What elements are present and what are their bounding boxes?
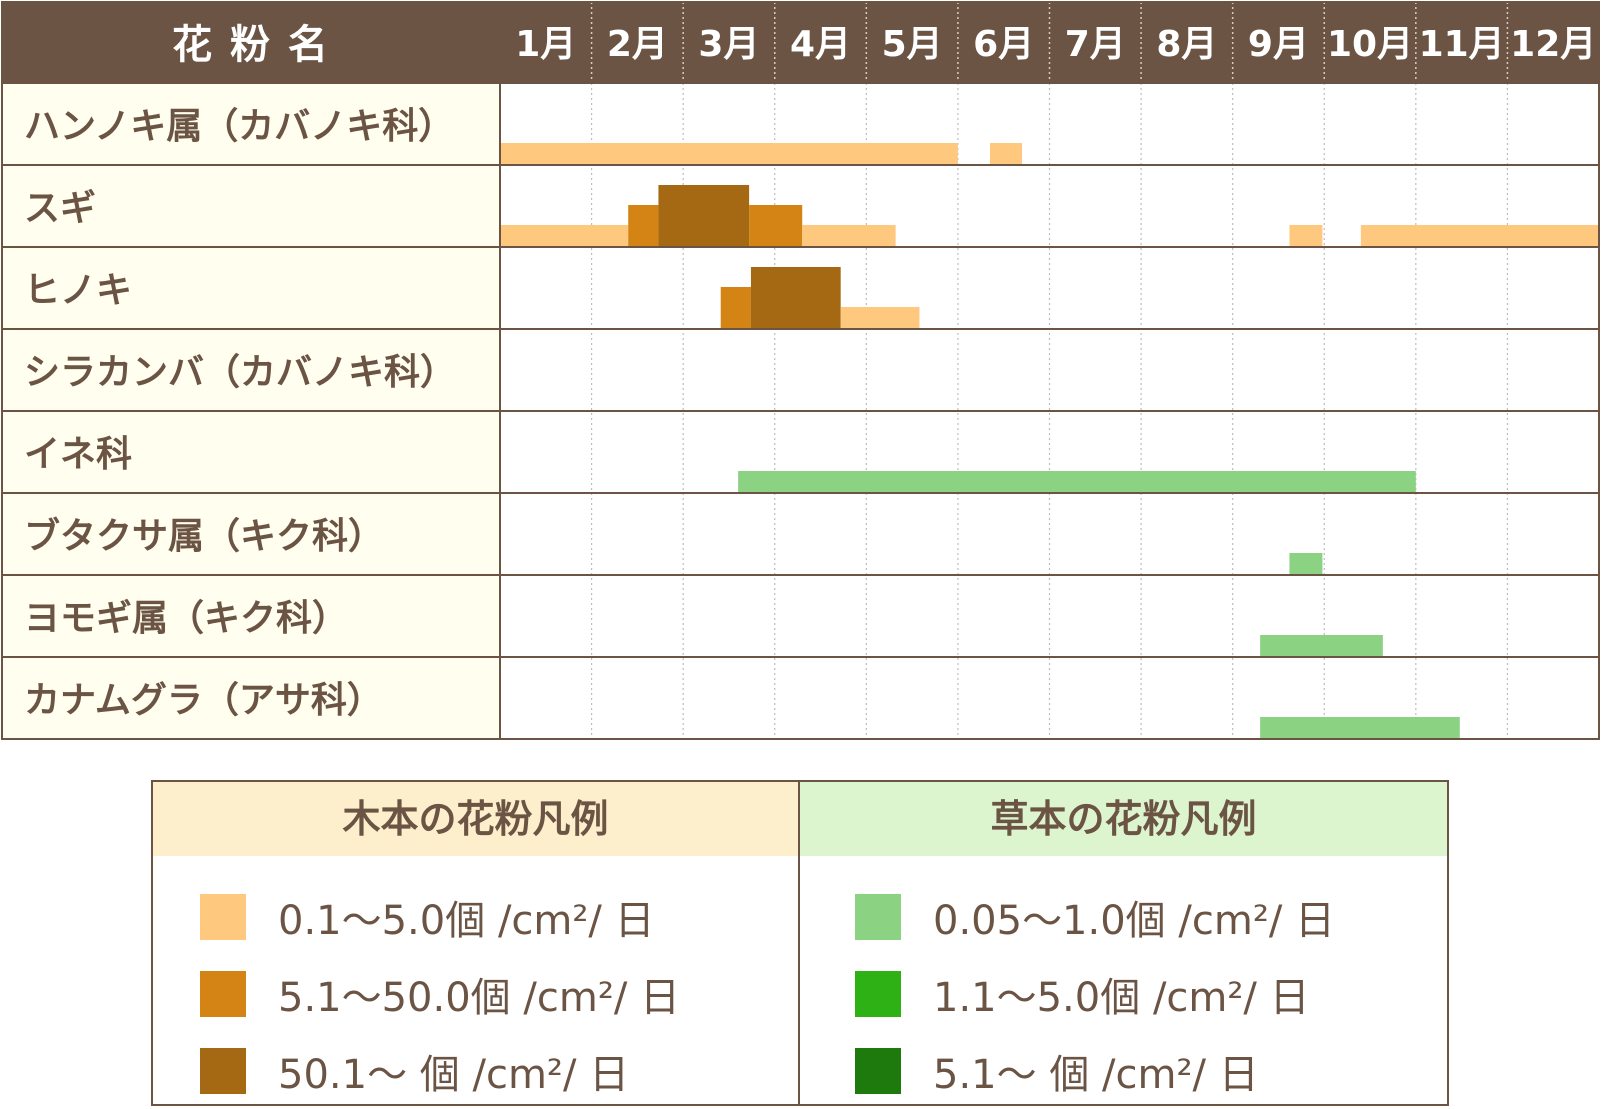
legend-label: 1.1〜5.0個 /cm²/ 日	[933, 974, 1310, 1021]
chart-frame	[1, 1, 1600, 740]
legend-swatch	[855, 893, 901, 940]
pollen-bar	[628, 205, 659, 247]
month-label: 7月	[1065, 24, 1126, 65]
pollen-bar	[500, 225, 629, 247]
legend-wood: 木本の花粉凡例 0.1〜5.0個 /cm²/ 日 5.1〜50.0個 /cm²/…	[153, 782, 800, 1104]
pollen-bar	[750, 267, 841, 329]
legend-label: 5.1〜50.0個 /cm²/ 日	[278, 974, 681, 1021]
pollen-bar	[1360, 225, 1599, 247]
legend-item: 0.1〜5.0個 /cm²/ 日	[153, 878, 798, 955]
pollen-name: カナムグラ（アサ科）	[24, 680, 383, 721]
pollen-bar	[802, 225, 896, 247]
legend-item: 0.05〜1.0個 /cm²/ 日	[800, 878, 1447, 955]
pollen-bar	[989, 143, 1023, 165]
pollen-bar	[720, 287, 751, 329]
legend-label: 0.1〜5.0個 /cm²/ 日	[278, 897, 655, 944]
legend: 木本の花粉凡例 0.1〜5.0個 /cm²/ 日 5.1〜50.0個 /cm²/…	[151, 780, 1449, 1106]
legend-item: 1.1〜5.0個 /cm²/ 日	[800, 955, 1447, 1032]
month-label: 6月	[973, 24, 1034, 65]
legend-wood-title: 木本の花粉凡例	[153, 782, 798, 856]
month-label: 12月	[1510, 24, 1596, 65]
month-label: 3月	[698, 24, 759, 65]
pollen-bar	[840, 307, 920, 329]
pollen-name: ヨモギ属（キク科）	[24, 598, 348, 639]
pollen-name: ハンノキ属（カバノキ科）	[24, 106, 454, 147]
pollen-name: シラカンバ（カバノキ科）	[24, 352, 456, 393]
pollen-bar	[1289, 225, 1323, 247]
legend-grass-title: 草本の花粉凡例	[800, 782, 1447, 856]
name-column-header: 花 粉 名	[172, 22, 330, 68]
pollen-name: ヒノキ	[24, 270, 132, 311]
month-label: 1月	[515, 24, 576, 65]
pollen-bar	[749, 205, 803, 247]
legend-item: 50.1〜 個 /cm²/ 日	[153, 1032, 798, 1109]
legend-item: 5.1〜50.0個 /cm²/ 日	[153, 955, 798, 1032]
pollen-bar	[738, 471, 1416, 493]
month-label: 5月	[882, 24, 943, 65]
legend-label: 50.1〜 個 /cm²/ 日	[278, 1051, 630, 1098]
legend-swatch	[200, 970, 246, 1017]
pollen-name: イネ科	[24, 434, 132, 475]
legend-swatch	[855, 970, 901, 1017]
month-label: 9月	[1248, 24, 1309, 65]
chart-header	[2, 2, 1599, 83]
month-label: 10月	[1327, 24, 1413, 65]
month-label: 2月	[607, 24, 668, 65]
pollen-bar	[1260, 717, 1460, 739]
month-label: 8月	[1156, 24, 1217, 65]
legend-swatch	[200, 1047, 246, 1094]
pollen-bar	[658, 185, 750, 247]
legend-label: 0.05〜1.0個 /cm²/ 日	[933, 897, 1336, 944]
pollen-name: スギ	[24, 188, 96, 229]
legend-item: 5.1〜 個 /cm²/ 日	[800, 1032, 1447, 1109]
pollen-bar	[1260, 635, 1383, 657]
pollen-calendar-chart: 花 粉 名 1月 2月 3月 4月 5月 6月 7月 8月 9月 10月 11月 12月ハンノキ属（カバ…	[1, 1, 1600, 740]
pollen-bar	[1289, 553, 1323, 575]
legend-swatch	[200, 893, 246, 940]
pollen-bar	[500, 143, 958, 165]
month-label: 4月	[790, 24, 851, 65]
pollen-name: ブタクサ属（キク科）	[24, 515, 384, 557]
month-label: 11月	[1419, 24, 1505, 65]
legend-grass: 草本の花粉凡例 0.05〜1.0個 /cm²/ 日 1.1〜5.0個 /cm²/…	[800, 782, 1447, 1104]
legend-swatch	[855, 1047, 901, 1094]
legend-label: 5.1〜 個 /cm²/ 日	[933, 1051, 1259, 1098]
